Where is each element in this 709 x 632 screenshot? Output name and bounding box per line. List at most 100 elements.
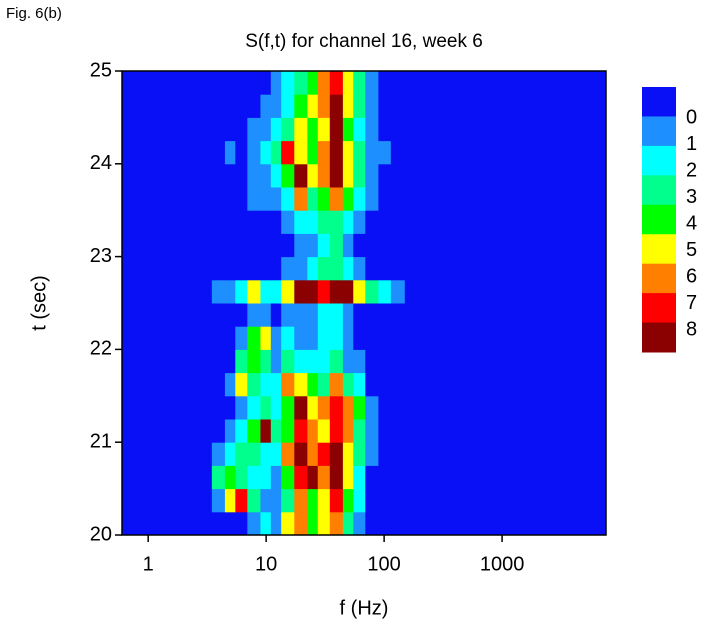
heat-cell	[224, 140, 236, 165]
heat-cell	[353, 326, 366, 350]
heat-cell	[247, 256, 261, 281]
heat-cell	[353, 395, 366, 420]
heat-cell	[270, 233, 282, 258]
heat-cell	[390, 210, 405, 234]
heat-cell	[270, 256, 282, 281]
heat-cell	[317, 349, 331, 374]
heat-cell	[173, 303, 195, 327]
y-tick-label: 21	[90, 430, 112, 452]
heat-cell	[342, 233, 354, 258]
heat-cell	[342, 187, 354, 211]
colorbar-swatch	[642, 116, 676, 147]
heat-cell	[353, 256, 366, 281]
heat-cell	[378, 117, 392, 142]
heat-cell	[247, 419, 261, 443]
heat-cell	[247, 349, 261, 374]
heat-cell	[235, 465, 248, 490]
heat-cell	[329, 303, 344, 327]
heat-cell	[194, 372, 213, 397]
heat-cell	[281, 511, 295, 535]
heat-cell	[173, 465, 195, 490]
heat-cell	[173, 419, 195, 443]
heat-cell	[365, 94, 379, 118]
heat-cell	[247, 71, 261, 95]
heat-cell	[260, 117, 272, 142]
heat-cell	[294, 210, 308, 234]
heat-cell	[194, 395, 213, 420]
heat-cell	[390, 140, 405, 165]
heat-cell	[329, 210, 344, 234]
heat-cell	[281, 233, 295, 258]
heat-cell	[194, 465, 213, 490]
heat-cell	[378, 442, 392, 466]
heat-cell	[211, 326, 226, 350]
heat-cell	[365, 349, 379, 374]
plot-area	[122, 71, 606, 535]
heat-cell	[294, 488, 308, 513]
heat-cell	[211, 187, 226, 211]
heat-cell	[307, 210, 319, 234]
heat-cell	[247, 117, 261, 142]
heat-cell	[317, 233, 331, 258]
heat-cell	[260, 256, 272, 281]
heat-cell	[224, 279, 236, 304]
heat-cell	[365, 442, 379, 466]
heat-cell	[307, 511, 319, 535]
heat-cell	[378, 488, 392, 513]
heat-cell	[294, 511, 308, 535]
heat-cell	[247, 163, 261, 188]
heat-cell	[378, 233, 392, 258]
heat-cell	[307, 163, 319, 188]
heat-cell	[307, 256, 319, 281]
heat-cell	[294, 233, 308, 258]
colorbar-label: 5	[686, 239, 697, 261]
heat-cell	[378, 256, 392, 281]
heat-cell	[378, 187, 392, 211]
heat-cell	[235, 233, 248, 258]
heat-cell	[194, 279, 213, 304]
heat-cell	[307, 419, 319, 443]
heat-cell	[173, 210, 195, 234]
heat-cell	[211, 140, 226, 165]
colorbar-swatch	[642, 175, 676, 206]
heat-cell	[247, 140, 261, 165]
heat-cell	[211, 210, 226, 234]
heat-cell	[173, 233, 195, 258]
heat-cell	[224, 488, 236, 513]
heat-cell	[353, 94, 366, 118]
heat-cell	[378, 163, 392, 188]
heat-cell	[365, 395, 379, 420]
heat-cell	[281, 71, 295, 95]
heat-cell	[342, 279, 354, 304]
heat-cell	[353, 210, 366, 234]
heat-cell	[281, 94, 295, 118]
heat-cell	[235, 372, 248, 397]
heat-cell	[378, 94, 392, 118]
heat-cell	[353, 349, 366, 374]
heat-cell	[173, 163, 195, 188]
colorbar-swatch	[642, 145, 676, 176]
heat-cell	[294, 326, 308, 350]
heat-cell	[281, 488, 295, 513]
heat-cell	[378, 349, 392, 374]
heat-cell	[224, 187, 236, 211]
heat-cell	[194, 326, 213, 350]
heat-cell	[317, 163, 331, 188]
heat-cell	[353, 117, 366, 142]
heat-cell	[329, 256, 344, 281]
heat-cell	[342, 140, 354, 165]
heat-cell	[224, 326, 236, 350]
heat-cell	[247, 210, 261, 234]
heat-cell	[307, 442, 319, 466]
heat-cell	[211, 511, 226, 535]
heat-cell	[235, 140, 248, 165]
heat-cell	[270, 395, 282, 420]
colorbar-swatch	[642, 204, 676, 235]
heat-cell	[307, 117, 319, 142]
y-tick-label: 22	[90, 338, 112, 360]
x-tick-label: 100	[367, 553, 400, 575]
heat-cell	[235, 279, 248, 304]
heat-cell	[247, 279, 261, 304]
heat-cell	[329, 117, 344, 142]
heat-cell	[329, 187, 344, 211]
